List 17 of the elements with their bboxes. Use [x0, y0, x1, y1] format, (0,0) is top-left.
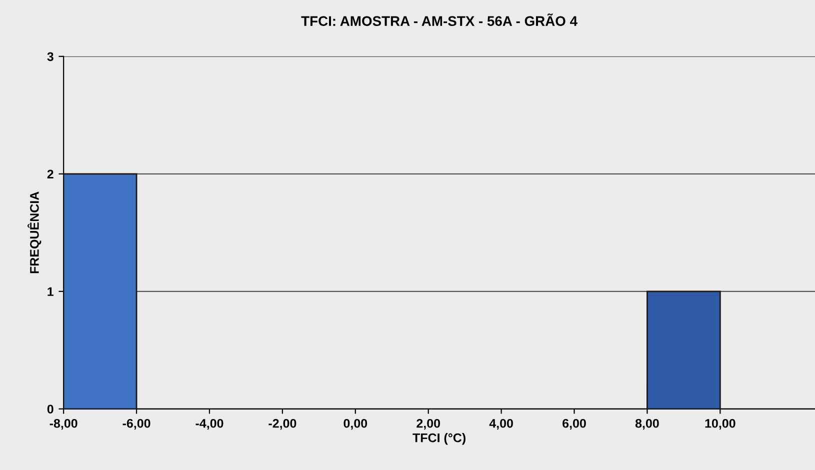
x-tick-label: 8,00	[635, 418, 659, 430]
x-tick-label: -4,00	[196, 418, 224, 430]
x-axis-title: TFCI (°C)	[412, 433, 466, 445]
x-tick-label: 6,00	[562, 418, 586, 430]
y-tick-label: 3	[47, 52, 54, 62]
x-tick-label: -2,00	[268, 418, 296, 430]
y-tick-label: 2	[47, 170, 54, 178]
x-tick-label: 0,00	[344, 418, 368, 430]
y-axis-title: FREQUÊNCIA	[28, 192, 42, 274]
x-tick-label: -8,00	[50, 418, 78, 430]
chart-title: TFCI: AMOSTRA - AM-STX - 56A - GRÃO 4	[301, 13, 578, 26]
x-tick-label: 2,00	[416, 418, 440, 430]
x-tick-label: 4,00	[489, 418, 513, 430]
y-tick-label: 0	[47, 404, 54, 414]
x-tick-label: -6,00	[122, 418, 150, 430]
y-tick-label: 1	[48, 287, 54, 296]
x-tick-label: 10,00	[705, 418, 736, 430]
